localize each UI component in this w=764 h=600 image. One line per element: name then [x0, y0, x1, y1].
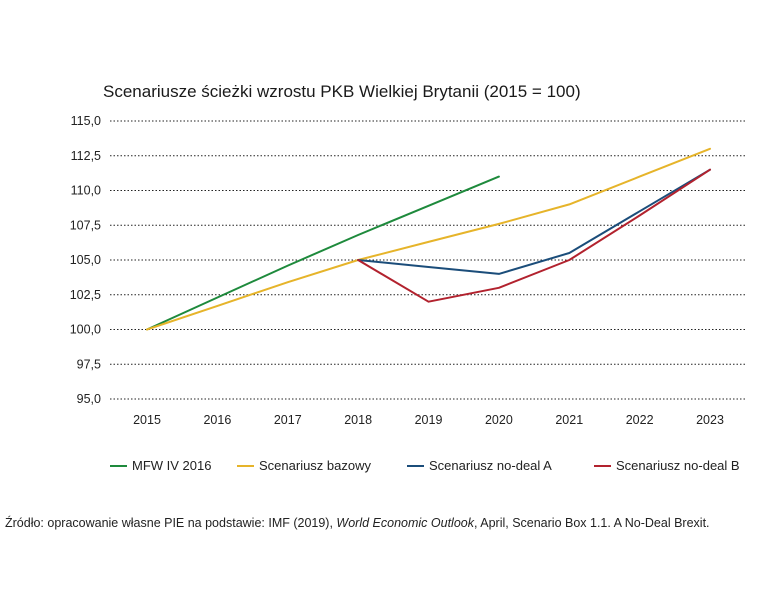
legend-swatch: [110, 464, 127, 467]
x-tick-label: 2020: [485, 413, 513, 427]
legend-item: Scenariusz bazowy: [237, 458, 371, 473]
x-tick-label: 2021: [555, 413, 583, 427]
y-tick-label: 112,5: [71, 149, 101, 163]
series-line-2: [146, 147, 711, 331]
series-line-4: [357, 168, 711, 303]
y-tick-label: 107,5: [70, 218, 101, 232]
series-lines: [146, 147, 711, 331]
legend-label: MFW IV 2016: [132, 458, 212, 473]
legend-swatch: [237, 464, 254, 467]
source-note: Źródło: opracowanie własne PIE na podsta…: [5, 516, 710, 530]
gridlines: [110, 120, 745, 400]
x-tick-label: 2019: [415, 413, 443, 427]
source-publication: World Economic Outlook: [336, 516, 474, 530]
x-tick-label: 2017: [274, 413, 302, 427]
y-tick-label: 115,0: [71, 114, 101, 128]
y-tick-label: 95,0: [77, 392, 101, 406]
legend-label: Scenariusz no-deal A: [429, 458, 552, 473]
y-axis-tick-labels: 115,0 112,5 110,0 107,5 105,0 102,5 100,0 97,5 9…: [70, 114, 101, 406]
chart-title: Scenariusze ścieżki wzrostu PKB Wielkiej…: [103, 82, 581, 101]
legend: MFW IV 2016 Scenariusz bazowy Scenariusz n…: [110, 458, 750, 476]
x-tick-label: 2022: [626, 413, 654, 427]
x-tick-label: 2015: [133, 413, 161, 427]
legend-item: Scenariusz no-deal A: [407, 458, 552, 473]
legend-label: Scenariusz bazowy: [259, 458, 371, 473]
legend-label: Scenariusz no-deal B: [616, 458, 740, 473]
y-tick-label: 110,0: [71, 184, 101, 198]
y-tick-label: 100,0: [70, 323, 101, 337]
source-prefix: Źródło: opracowanie własne PIE na podsta…: [5, 516, 337, 530]
legend-swatch: [407, 464, 424, 467]
legend-item: Scenariusz no-deal B: [594, 458, 740, 473]
x-tick-label: 2016: [203, 413, 231, 427]
x-axis-tick-labels: 2015 2016 2017 2018 2019 2020 2021 2022 2023: [133, 413, 724, 427]
y-tick-label: 105,0: [70, 253, 101, 267]
y-tick-label: 97,5: [77, 357, 101, 371]
legend-item: MFW IV 2016: [110, 458, 211, 473]
x-tick-label: 2023: [696, 413, 724, 427]
series-line-3: [357, 168, 711, 275]
x-tick-label: 2018: [344, 413, 372, 427]
series-line-1: [146, 175, 500, 331]
source-suffix: , April, Scenario Box 1.1. A No-Deal Bre…: [473, 516, 710, 530]
legend-swatch: [594, 464, 611, 467]
y-tick-label: 102,5: [70, 288, 101, 302]
